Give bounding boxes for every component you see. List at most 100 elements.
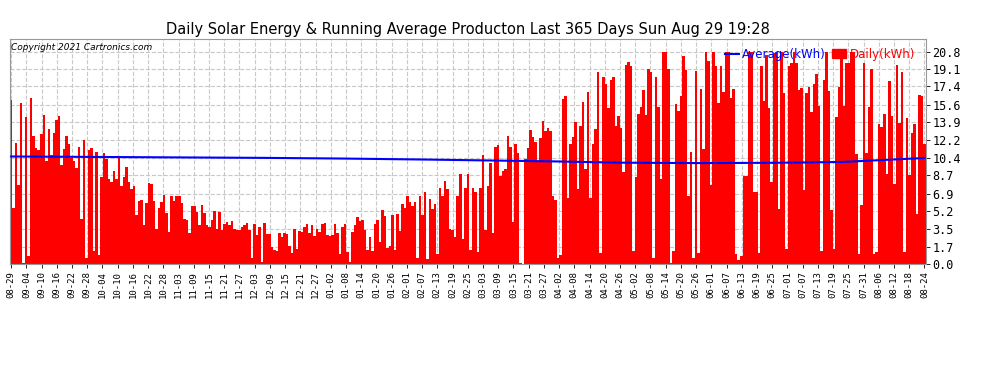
- Bar: [702, 149, 705, 264]
- Bar: [484, 230, 487, 264]
- Bar: [226, 222, 228, 264]
- Bar: [878, 124, 880, 264]
- Bar: [587, 92, 589, 264]
- Bar: [672, 251, 675, 264]
- Bar: [246, 223, 248, 264]
- Bar: [710, 185, 713, 264]
- Bar: [752, 192, 755, 264]
- Bar: [143, 225, 146, 264]
- Bar: [239, 230, 241, 264]
- Bar: [110, 182, 113, 264]
- Bar: [918, 95, 921, 264]
- Bar: [373, 224, 376, 264]
- Bar: [705, 52, 708, 264]
- Bar: [371, 252, 373, 264]
- Bar: [718, 103, 720, 264]
- Bar: [43, 115, 45, 264]
- Bar: [329, 237, 331, 264]
- Bar: [90, 147, 93, 264]
- Bar: [381, 210, 384, 264]
- Bar: [193, 206, 196, 264]
- Bar: [574, 122, 577, 264]
- Bar: [358, 220, 361, 264]
- Bar: [253, 224, 255, 264]
- Bar: [841, 58, 842, 264]
- Bar: [221, 230, 223, 264]
- Bar: [632, 251, 635, 264]
- Bar: [263, 223, 265, 264]
- Bar: [218, 213, 221, 264]
- Bar: [419, 196, 422, 264]
- Bar: [406, 196, 409, 264]
- Bar: [201, 205, 203, 264]
- Bar: [113, 171, 115, 264]
- Bar: [379, 242, 381, 264]
- Bar: [600, 254, 602, 264]
- Bar: [507, 136, 509, 264]
- Bar: [126, 166, 128, 264]
- Bar: [813, 84, 815, 264]
- Bar: [647, 69, 649, 264]
- Bar: [348, 262, 351, 264]
- Bar: [667, 69, 670, 264]
- Bar: [439, 188, 442, 264]
- Bar: [770, 182, 772, 264]
- Bar: [858, 254, 860, 264]
- Text: Copyright 2021 Cartronics.com: Copyright 2021 Cartronics.com: [11, 43, 152, 52]
- Bar: [141, 200, 143, 264]
- Bar: [597, 72, 600, 264]
- Bar: [785, 249, 788, 264]
- Bar: [880, 127, 883, 264]
- Bar: [131, 189, 133, 264]
- Bar: [432, 209, 434, 264]
- Bar: [860, 206, 863, 264]
- Bar: [855, 154, 858, 264]
- Bar: [326, 236, 329, 264]
- Bar: [146, 203, 148, 264]
- Bar: [592, 144, 594, 264]
- Bar: [361, 220, 363, 264]
- Bar: [777, 209, 780, 264]
- Bar: [165, 213, 168, 264]
- Bar: [755, 192, 757, 264]
- Bar: [451, 230, 454, 264]
- Bar: [190, 206, 193, 264]
- Bar: [301, 232, 304, 264]
- Bar: [271, 248, 273, 264]
- Bar: [138, 201, 141, 264]
- Title: Daily Solar Energy & Running Average Producton Last 365 Days Sun Aug 29 19:28: Daily Solar Energy & Running Average Pro…: [166, 22, 769, 37]
- Bar: [424, 192, 427, 264]
- Bar: [319, 231, 321, 264]
- Bar: [62, 149, 65, 264]
- Bar: [228, 225, 231, 264]
- Bar: [788, 66, 790, 264]
- Bar: [309, 233, 311, 264]
- Bar: [404, 208, 406, 264]
- Bar: [471, 188, 474, 264]
- Bar: [208, 226, 211, 264]
- Bar: [40, 134, 43, 264]
- Bar: [765, 55, 767, 264]
- Bar: [617, 116, 620, 264]
- Bar: [652, 258, 654, 264]
- Bar: [351, 232, 353, 264]
- Bar: [873, 254, 875, 264]
- Bar: [48, 129, 50, 264]
- Bar: [512, 222, 514, 264]
- Bar: [594, 129, 597, 264]
- Bar: [103, 153, 105, 264]
- Bar: [772, 53, 775, 264]
- Bar: [136, 215, 138, 264]
- Bar: [170, 196, 173, 264]
- Bar: [384, 216, 386, 264]
- Bar: [551, 196, 554, 264]
- Bar: [891, 116, 893, 264]
- Bar: [155, 229, 158, 264]
- Bar: [682, 56, 685, 264]
- Bar: [898, 123, 901, 264]
- Bar: [466, 174, 469, 264]
- Bar: [244, 225, 246, 264]
- Bar: [664, 52, 667, 264]
- Bar: [810, 112, 813, 264]
- Bar: [715, 66, 718, 264]
